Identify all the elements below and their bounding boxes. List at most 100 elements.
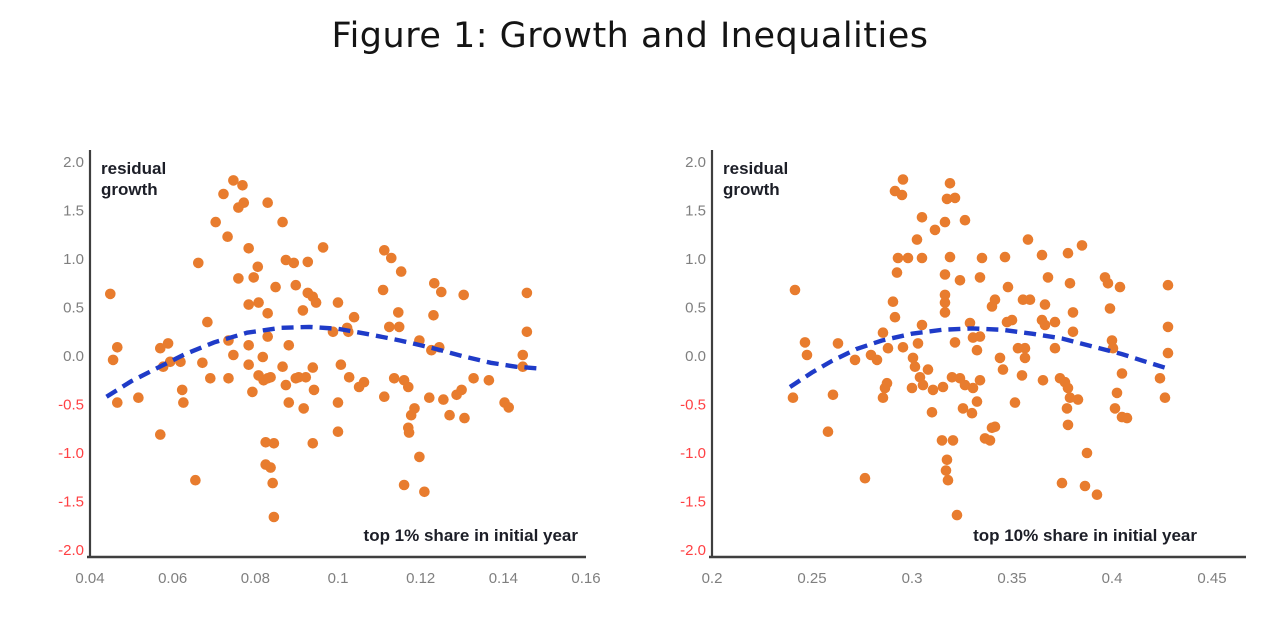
- scatter-point: [190, 474, 201, 486]
- scatter-point: [916, 252, 928, 264]
- scatter-point: [1002, 281, 1014, 293]
- scatter-point: [517, 349, 529, 361]
- scatter-point: [247, 386, 258, 398]
- scatter-point: [268, 438, 280, 449]
- scatter-point: [155, 342, 166, 354]
- x-tick-label: 0.04: [75, 570, 104, 587]
- scatter-point: [1036, 249, 1048, 261]
- y-tick-label: -1.5: [58, 494, 84, 511]
- x-tick-label: 0.08: [241, 570, 270, 587]
- scatter-point: [1162, 321, 1174, 333]
- scatter-point: [1067, 326, 1079, 338]
- scatter-point: [1042, 272, 1054, 283]
- scatter-point: [967, 382, 979, 394]
- scatter-point: [335, 359, 347, 371]
- y-tick-label: 2.0: [63, 154, 84, 171]
- scatter-point: [483, 375, 495, 386]
- scatter-point: [871, 354, 883, 366]
- scatter-point: [277, 216, 288, 228]
- scatter-point: [1024, 294, 1036, 306]
- scatter-point: [939, 307, 951, 318]
- scatter-point: [405, 409, 417, 421]
- scatter-point: [939, 216, 951, 228]
- scatter-point: [1062, 382, 1074, 394]
- scatter-point: [881, 377, 893, 389]
- scatter-point: [937, 381, 949, 393]
- scatter-point: [403, 427, 415, 438]
- scatter-point: [262, 197, 274, 208]
- trend-line: [105, 324, 541, 399]
- scatter-point: [941, 193, 953, 205]
- scatter-point: [414, 451, 425, 463]
- x-tick-label: 0.35: [997, 570, 1026, 587]
- scatter-point: [959, 379, 971, 391]
- y-tick-label: -1.5: [680, 494, 706, 511]
- scatter-point: [178, 397, 189, 408]
- scatter-point: [947, 435, 959, 446]
- y-tick-label: 1.0: [63, 251, 84, 268]
- scatter-point: [257, 351, 269, 363]
- scatter-point: [307, 362, 319, 373]
- scatter-point: [939, 269, 951, 280]
- scatter-point: [237, 180, 248, 191]
- y-tick-label: -2.0: [680, 542, 706, 559]
- scatter-point: [1049, 316, 1061, 328]
- scatter-point: [112, 397, 123, 408]
- scatter-point: [1106, 335, 1118, 346]
- scatter-point: [205, 373, 216, 384]
- scatter-point: [912, 338, 924, 349]
- scatter-point: [1056, 477, 1068, 489]
- scatter-point: [403, 381, 414, 393]
- scatter-point: [1116, 368, 1128, 379]
- scatter-point: [456, 384, 467, 396]
- scatter-point: [155, 429, 166, 440]
- scatter-point: [290, 279, 302, 291]
- scatter-point: [1104, 303, 1116, 314]
- scatter-point: [1039, 299, 1051, 310]
- scatter-point: [971, 344, 983, 356]
- y-tick-label: 0.0: [685, 348, 706, 365]
- scatter-point: [218, 188, 229, 200]
- scatter-point: [197, 357, 208, 369]
- scatter-point: [907, 352, 919, 364]
- scatter-point: [906, 382, 918, 394]
- y-axis-label-right: residual growth: [723, 159, 789, 200]
- x-tick-label: 0.16: [571, 570, 600, 587]
- scatter-point: [176, 384, 188, 396]
- scatter-point: [133, 392, 144, 404]
- scatter-point: [310, 297, 322, 308]
- scatter-point: [105, 288, 116, 300]
- scatter-point: [926, 407, 938, 418]
- x-tick-label: 0.1: [328, 570, 349, 587]
- scatter-point: [832, 338, 844, 349]
- scatter-point: [429, 278, 440, 289]
- scatter-point: [916, 212, 928, 223]
- scatter-point: [974, 375, 986, 386]
- scatter-point: [949, 192, 961, 204]
- scatter-point: [386, 252, 397, 264]
- scatter-point: [989, 421, 1001, 433]
- y-tick-label: 0.0: [63, 348, 84, 365]
- scatter-point: [1111, 387, 1123, 399]
- scatter-point: [999, 251, 1011, 263]
- scatter-point: [1064, 278, 1076, 289]
- scatter-point: [942, 474, 954, 486]
- scatter-point: [283, 397, 295, 408]
- scatter-point: [964, 317, 976, 329]
- scatter-point: [1079, 480, 1091, 492]
- x-tick-label: 0.25: [797, 570, 826, 587]
- scatter-point: [458, 289, 470, 301]
- scatter-point: [348, 311, 360, 323]
- scatter-point: [936, 435, 948, 446]
- scatter-point: [897, 174, 909, 185]
- x-axis-label-right: top 10% share in initial year: [973, 526, 1197, 545]
- scatter-point: [107, 354, 119, 366]
- x-axis-label-left: top 1% share in initial year: [363, 526, 578, 545]
- scatter-point: [927, 384, 939, 396]
- scatter-point: [882, 342, 894, 354]
- scatter-point: [419, 486, 430, 498]
- x-tick-label: 0.06: [158, 570, 187, 587]
- scatter-point: [268, 511, 280, 523]
- scatter-point: [459, 412, 470, 424]
